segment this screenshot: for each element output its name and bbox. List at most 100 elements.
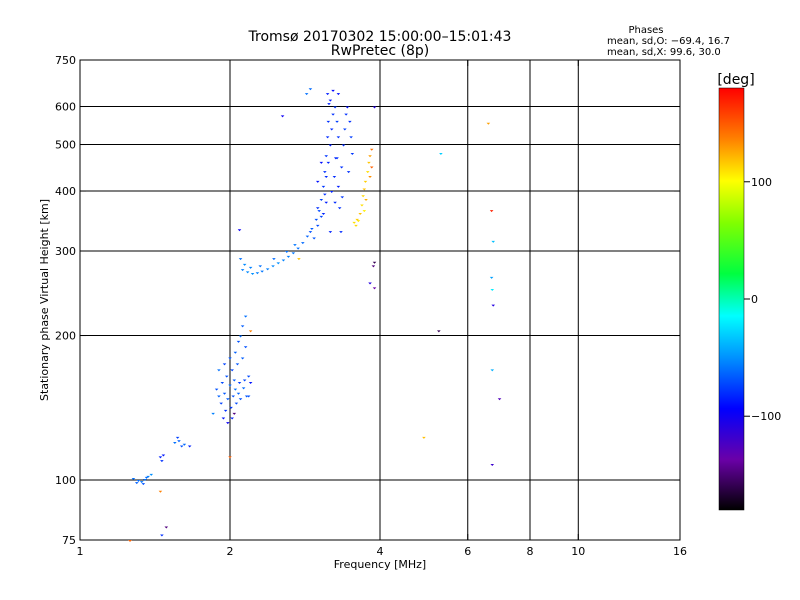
echo-point (265, 268, 270, 271)
y-tick-label: 100 (55, 474, 76, 487)
echo-point (332, 175, 337, 178)
echo-point (335, 120, 339, 123)
echo-point (226, 398, 230, 401)
colorbar-label: [deg] (717, 72, 754, 88)
echo-point (230, 369, 234, 372)
echo-point (286, 255, 291, 258)
x-tick-label: 16 (673, 545, 687, 558)
echo-point (345, 106, 350, 109)
echo-point (238, 258, 243, 261)
echo-point (245, 271, 250, 274)
echo-point (248, 330, 253, 333)
colorbar (718, 87, 745, 511)
echo-point (164, 526, 169, 529)
echo-point (182, 443, 187, 446)
echo-point (437, 330, 441, 333)
echo-point (240, 357, 245, 360)
echo-point (160, 534, 164, 537)
echo-point (486, 122, 491, 125)
echo-point (343, 128, 347, 131)
echo-point (315, 180, 320, 183)
echo-point (490, 463, 495, 466)
echo-point (232, 379, 237, 382)
echo-point (219, 402, 223, 405)
echo-point (243, 346, 248, 349)
chart-title: Tromsø 20170302 15:00:00–15:01:43 (248, 29, 512, 45)
echo-point (337, 207, 342, 210)
echo-point (324, 201, 329, 204)
echo-point (369, 148, 374, 151)
echo-point (339, 166, 344, 169)
data-points (128, 88, 502, 542)
echo-point (241, 387, 246, 390)
echo-point (276, 262, 281, 265)
echo-point (260, 270, 264, 273)
echo-point (131, 477, 136, 480)
echo-point (233, 351, 238, 354)
echo-point (327, 103, 331, 106)
echo-point (128, 540, 132, 542)
echo-point (243, 315, 248, 318)
echo-point (365, 171, 370, 174)
echo-point (232, 412, 237, 415)
echo-point (236, 392, 241, 395)
echo-point (491, 304, 496, 307)
echo-point (248, 266, 253, 269)
echo-point (325, 93, 330, 96)
echo-point (301, 242, 305, 245)
echo-point (321, 185, 326, 188)
echo-point (146, 475, 150, 478)
echo-point (328, 144, 333, 147)
echo-point (224, 375, 229, 378)
echo-point (233, 388, 238, 391)
x-tick-label: 8 (527, 545, 534, 558)
echo-point (336, 136, 341, 139)
echo-point (319, 199, 324, 202)
echo-point (221, 417, 226, 420)
echo-point (331, 113, 335, 116)
echo-point (358, 213, 362, 216)
echo-point (304, 93, 309, 96)
echo-point (324, 155, 329, 158)
echo-point (149, 473, 154, 476)
echo-point (363, 180, 368, 183)
y-tick-label: 75 (62, 534, 76, 547)
echo-point (355, 218, 359, 221)
chart-subtitle: RwPretec (8p) (331, 43, 429, 59)
echo-point (349, 136, 353, 139)
y-tick-label: 750 (55, 54, 76, 67)
echo-point (305, 235, 310, 238)
echo-point (312, 237, 316, 240)
echo-point (293, 244, 297, 247)
echo-point (317, 210, 321, 213)
echo-point (315, 224, 320, 227)
axis-ticks: 1 2 4 6 8 10 16 75 100 200 300 400 500 600 750 (55, 54, 687, 558)
echo-point (255, 272, 260, 275)
echo-point (362, 188, 367, 191)
echo-point (372, 261, 377, 264)
echo-point (325, 136, 330, 139)
echo-point (372, 287, 377, 290)
echo-point (238, 398, 243, 401)
y-tick-label: 500 (55, 139, 76, 152)
echo-point (228, 357, 232, 360)
echo-point (369, 166, 374, 169)
echo-point (491, 240, 496, 243)
echo-point (217, 369, 221, 372)
echo-point (222, 392, 227, 395)
echo-point (223, 409, 228, 412)
echo-point (340, 196, 345, 199)
y-tick-label: 200 (55, 330, 76, 343)
echo-point (314, 218, 319, 221)
echo-point (368, 175, 372, 178)
colorbar-tick-label: 100 (751, 176, 772, 189)
echo-point (134, 482, 139, 485)
echo-point (372, 106, 377, 109)
echo-point (187, 445, 192, 448)
echo-point (324, 175, 329, 178)
echo-point (160, 460, 164, 463)
echo-point (284, 251, 289, 254)
echo-point (136, 480, 141, 483)
echo-point (281, 259, 286, 262)
